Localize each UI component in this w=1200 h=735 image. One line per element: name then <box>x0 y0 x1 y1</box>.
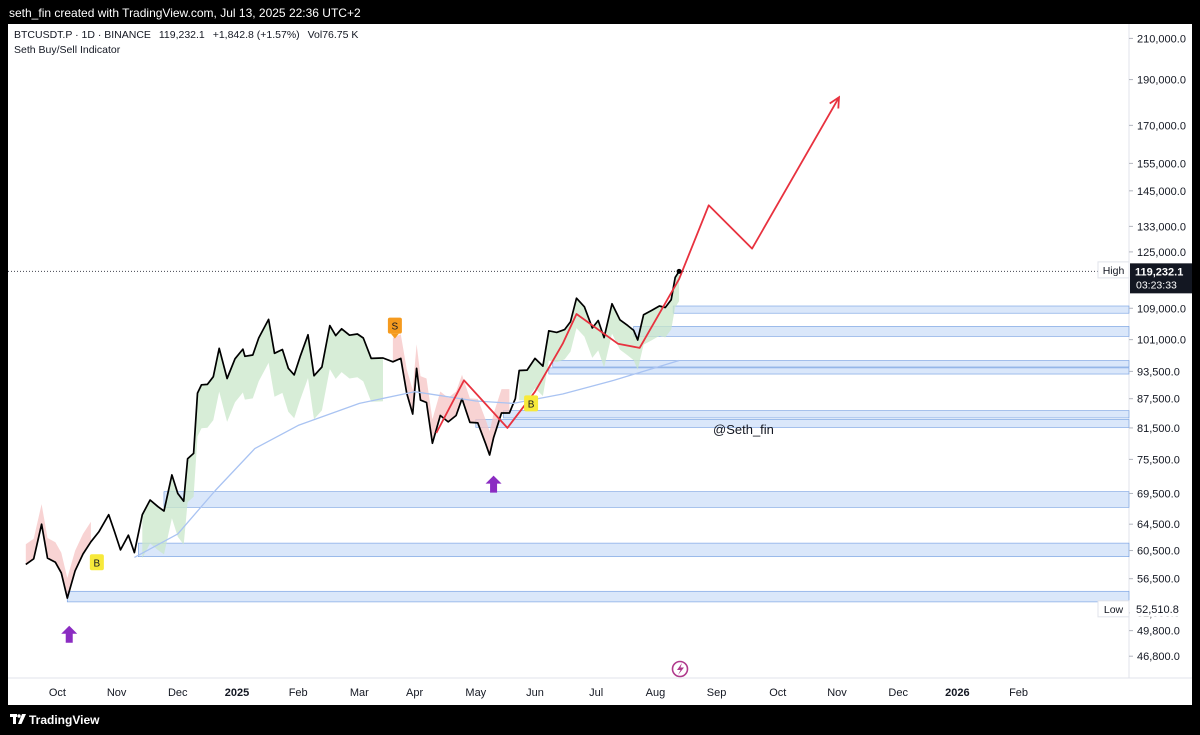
time-tick-label: Nov <box>827 687 847 699</box>
time-tick-label: 2026 <box>945 687 969 699</box>
price-tick-label: 46,800.0 <box>1137 651 1180 663</box>
price-tick-label: 210,000.0 <box>1137 33 1186 45</box>
legend-volume: Vol76.75 K <box>307 29 359 41</box>
time-tick-label: Mar <box>350 687 369 699</box>
signal-markers: B S B <box>61 317 539 643</box>
buy-signal-label: B <box>94 558 101 569</box>
snapshot-caption: seth_fin created with TradingView.com, J… <box>9 6 361 20</box>
zone-box <box>633 326 1130 337</box>
moving-average-line <box>134 359 680 558</box>
time-tick-label: May <box>465 687 486 699</box>
price-tick-label: 56,500.0 <box>1137 574 1180 586</box>
last-price-dot <box>676 268 682 274</box>
price-tick-label: 60,500.0 <box>1137 546 1180 558</box>
price-scale-background <box>1129 24 1192 678</box>
price-tick-label: 101,000.0 <box>1137 335 1186 347</box>
last-price-countdown: 03:23:33 <box>1136 279 1177 291</box>
chart-series <box>8 95 1129 599</box>
zone-box <box>503 410 1130 419</box>
price-tick-label: 190,000.0 <box>1137 75 1186 87</box>
zone-box <box>552 360 1130 368</box>
price-chart[interactable]: B S B 210,000.0 190,000.0 170,000.0 155,000.0… <box>8 24 1192 705</box>
zone-box <box>672 305 1130 314</box>
sell-signal-marker <box>387 317 402 334</box>
time-tick-label: Dec <box>888 687 908 699</box>
low-label: Low <box>1104 604 1124 616</box>
price-tick-label: 133,000.0 <box>1137 221 1186 233</box>
sell-signal-label: S <box>392 322 399 333</box>
time-tick-label: Apr <box>406 687 423 699</box>
price-tick-label: 69,500.0 <box>1137 488 1180 500</box>
last-price-value: 119,232.1 <box>1135 266 1183 278</box>
time-tick-label: Feb <box>289 687 308 699</box>
high-label-box <box>1097 261 1130 279</box>
ribbon-bullish <box>142 319 383 559</box>
projection-arrowhead <box>829 95 841 109</box>
legend-symbol[interactable]: BTCUSDT.P · 1D · BINANCE <box>14 29 151 41</box>
legend-symbol-row: BTCUSDT.P · 1D · BINANCE 119,232.1 +1,84… <box>14 29 358 41</box>
trend-ribbon <box>25 271 680 599</box>
price-line <box>25 270 680 599</box>
zone-box <box>475 419 1130 428</box>
price-tick-label: 49,800.0 <box>1137 626 1180 638</box>
time-tick-label: Sep <box>707 687 727 699</box>
ribbon-bearish <box>392 334 510 455</box>
price-tick-label: 170,000.0 <box>1137 120 1186 132</box>
zone-box <box>163 491 1130 508</box>
price-tick-label: 87,500.0 <box>1137 394 1180 406</box>
up-arrow-icon <box>61 625 78 643</box>
zone-box <box>66 590 1130 603</box>
price-tick-label: 109,000.0 <box>1137 303 1186 315</box>
price-axis: 210,000.0 190,000.0 170,000.0 155,000.0 145,… <box>1097 33 1192 663</box>
price-tick-label: 64,500.0 <box>1137 519 1180 531</box>
time-tick-label: Feb <box>1009 687 1028 699</box>
time-tick-label: Jul <box>589 687 603 699</box>
price-tick-label: 75,500.0 <box>1137 454 1180 466</box>
low-label-box <box>1097 600 1130 618</box>
footer-brand: TradingView <box>29 713 100 727</box>
price-tick-label: 145,000.0 <box>1137 186 1186 198</box>
legend-indicator-row: Seth Buy/Sell Indicator <box>14 44 120 56</box>
lightning-icon[interactable] <box>671 660 689 678</box>
time-tick-label: Dec <box>168 687 188 699</box>
time-tick-label: Oct <box>49 687 66 699</box>
buy-signal-label: B <box>528 399 535 410</box>
watermark: @Seth_fin <box>713 422 774 437</box>
time-tick-label: 2025 <box>225 687 249 699</box>
sell-signal-pointer <box>390 333 399 339</box>
price-tick-label: 155,000.0 <box>1137 158 1186 170</box>
time-axis: SepOctNovDec2025FebMarAprMayJunJulAugSep… <box>49 687 1028 699</box>
buy-signal-marker <box>524 395 539 412</box>
zone-box <box>138 542 1130 558</box>
projection-path <box>435 96 840 434</box>
time-tick-label: Nov <box>107 687 127 699</box>
legend-indicator[interactable]: Seth Buy/Sell Indicator <box>14 44 121 56</box>
low-value-box <box>1130 600 1192 617</box>
lightning-icon-bolt <box>677 663 684 675</box>
buy-signal-marker <box>89 554 104 571</box>
time-tick-label: Oct <box>769 687 786 699</box>
last-price-badge <box>1130 263 1192 294</box>
low-value: 52,510.8 <box>1136 604 1179 616</box>
high-label: High <box>1103 265 1125 277</box>
footer-bar: TradingView <box>0 705 1200 735</box>
time-tick-label: Aug <box>646 687 666 699</box>
ribbon-bullish <box>519 271 680 401</box>
price-tick-label: 93,500.0 <box>1137 366 1180 378</box>
legend-change: +1,842.8 (+1.57%) <box>212 29 300 41</box>
lightning-icon-ring <box>671 660 689 678</box>
ribbon-bearish <box>25 504 91 599</box>
time-tick-label: Jun <box>526 687 544 699</box>
price-tick-label: 125,000.0 <box>1137 247 1186 259</box>
price-tick-label: 81,500.0 <box>1137 423 1180 435</box>
legend-price: 119,232.1 <box>158 29 205 41</box>
chart-panel[interactable]: B S B 210,000.0 190,000.0 170,000.0 155,000.0… <box>8 24 1192 705</box>
up-arrow-icon <box>485 475 502 493</box>
tradingview-logo-icon <box>10 714 26 724</box>
